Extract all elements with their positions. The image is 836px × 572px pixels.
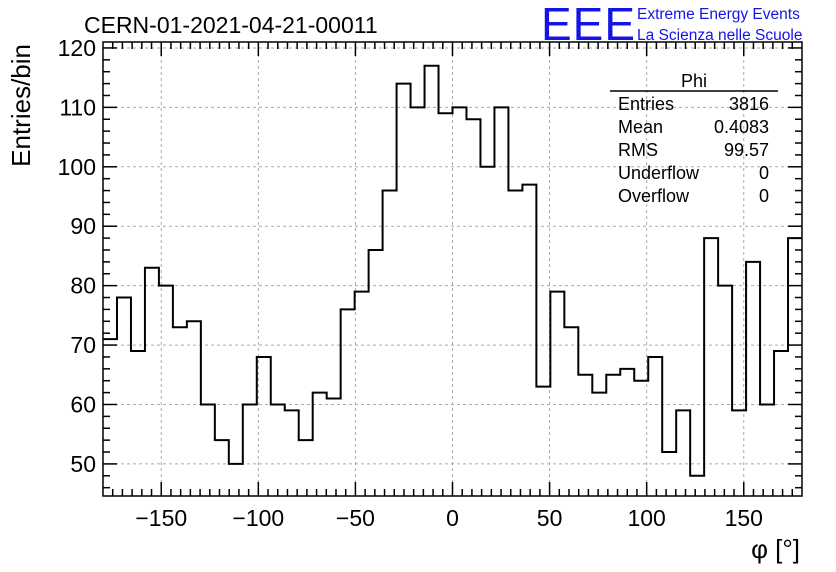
stats-row-value: 0: [759, 186, 769, 206]
histogram-bin: [397, 84, 411, 496]
histogram-bin: [201, 404, 215, 496]
histogram-bin: [257, 357, 271, 496]
histogram-bin: [760, 404, 774, 496]
histogram-bin: [746, 262, 760, 496]
histogram-bin: [690, 476, 704, 496]
histogram-bin: [215, 440, 229, 496]
histogram-bin: [355, 292, 369, 496]
y-tick-label: 50: [70, 451, 96, 477]
y-tick-labels: 50 60 70 80 90 100 110 120: [58, 35, 96, 477]
histogram-bin: [578, 375, 592, 496]
histogram-bars: [103, 64, 802, 496]
stats-row-label: RMS: [618, 140, 658, 160]
y-tick-label: 110: [59, 94, 96, 120]
x-tick-label: 150: [725, 505, 763, 531]
histogram-bin: [299, 440, 313, 496]
histogram-bin: [466, 119, 480, 496]
x-tick-labels: −150 −100 −50 0 50 100 150: [135, 505, 763, 531]
histogram-bin: [243, 404, 257, 496]
histogram-bin: [439, 113, 453, 496]
histogram-bin: [620, 369, 634, 496]
histogram-bin: [327, 399, 341, 496]
stats-box-name: Phi: [681, 71, 707, 91]
chart-title: CERN-01-2021-04-21-00011: [84, 12, 378, 38]
histogram-bin: [313, 393, 327, 496]
histogram-bin: [788, 238, 802, 496]
x-axis-title: φ [°]: [751, 534, 800, 564]
axis-ticks: [103, 42, 802, 496]
histogram-bin: [550, 292, 564, 496]
histogram-bin: [648, 357, 662, 496]
x-tick-label: 50: [537, 505, 563, 531]
histogram-bin: [411, 107, 425, 496]
stats-box: Phi Entries 3816 Mean 0.4083 RMS 99.57 Underfl…: [610, 71, 778, 206]
eee-logo: EEE Extreme Energy Events La Scienza nel…: [541, 0, 802, 50]
stats-row-label: Mean: [618, 117, 663, 137]
histogram-bin: [676, 410, 690, 496]
histogram-bin: [383, 191, 397, 496]
stats-row-label: Entries: [618, 94, 674, 114]
histogram-bin: [592, 393, 606, 496]
stats-rows: Entries 3816 Mean 0.4083 RMS 99.57 Underflow 0 O…: [618, 94, 769, 206]
histogram-bin: [187, 321, 201, 496]
histogram-bin: [634, 381, 648, 496]
stats-row-label: Overflow: [618, 186, 690, 206]
histogram-bin: [173, 327, 187, 496]
stats-row-label: Underflow: [618, 163, 700, 183]
x-tick-label: −150: [135, 505, 187, 531]
eee-logo-line2: La Scienza nelle Scuole: [637, 27, 802, 44]
histogram-outline: [103, 64, 802, 477]
histogram-bin: [145, 268, 159, 496]
y-tick-label: 100: [58, 154, 96, 180]
x-tick-label: −100: [232, 505, 284, 531]
histogram-bin: [480, 167, 494, 496]
stats-row-value: 3816: [729, 94, 769, 114]
x-tick-label: 0: [446, 505, 459, 531]
histogram-bin: [103, 339, 117, 496]
y-axis-title: Entries/bin: [6, 44, 36, 167]
stats-row-value: 0: [759, 163, 769, 183]
histogram-bin: [131, 351, 145, 496]
y-tick-label: 60: [70, 391, 96, 417]
histogram-bin: [229, 464, 243, 496]
histogram-bin: [606, 375, 620, 496]
histogram-bin: [117, 298, 131, 496]
histogram-bin: [285, 410, 299, 496]
histogram-bin: [271, 404, 285, 496]
histogram-bin: [425, 66, 439, 496]
histogram-bin: [508, 191, 522, 496]
histogram-bin: [341, 309, 355, 496]
y-tick-label: 120: [58, 35, 96, 61]
histogram-bin: [704, 238, 718, 496]
y-tick-label: 90: [70, 213, 96, 239]
eee-logo-line1: Extreme Energy Events: [637, 6, 800, 23]
x-tick-label: −50: [336, 505, 375, 531]
stats-row-value: 0.4083: [714, 117, 769, 137]
histogram-bin: [494, 107, 508, 496]
y-tick-label: 70: [70, 332, 96, 358]
histogram-bin: [453, 107, 467, 496]
histogram-bin: [522, 185, 536, 496]
histogram-bin: [662, 452, 676, 496]
histogram-bin: [536, 387, 550, 496]
histogram-bin: [369, 250, 383, 496]
stats-row-value: 99.57: [724, 140, 769, 160]
histogram-bin: [564, 327, 578, 496]
y-tick-label: 80: [70, 273, 96, 299]
histogram-bin: [718, 286, 732, 496]
x-tick-label: 100: [627, 505, 665, 531]
histogram-bin: [774, 351, 788, 496]
